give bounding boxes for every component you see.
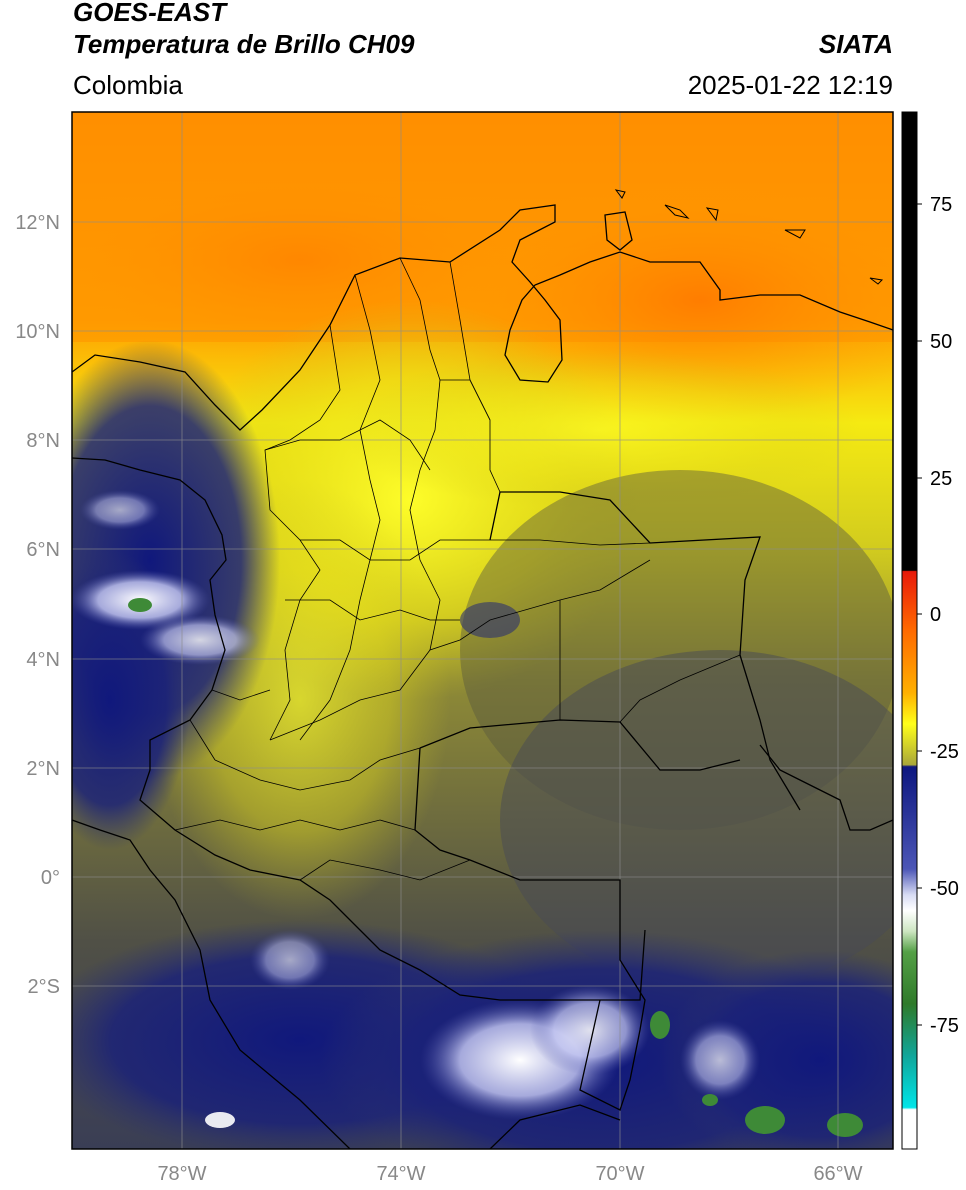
brand-label: SIATA	[818, 29, 893, 59]
datetime-label: 2025-01-22 12:19	[687, 70, 893, 100]
lat-label: 6°N	[26, 539, 60, 561]
lon-label: 70°W	[595, 1163, 644, 1185]
lon-label: 74°W	[376, 1163, 425, 1185]
lat-label: 12°N	[15, 212, 60, 234]
colorbar-tick-label: 75	[930, 194, 952, 216]
department-boundaries	[174, 257, 741, 881]
lat-label: 2°N	[26, 758, 60, 780]
colorbar-ramp	[901, 111, 918, 1150]
map-frame	[71, 111, 894, 1150]
colorbar-tick-label: -75	[930, 1015, 959, 1037]
lat-label: 0°	[41, 867, 60, 889]
lon-label: 66°W	[813, 1163, 862, 1185]
longitude-axis: 78°W 74°W 70°W 66°W	[157, 1163, 862, 1185]
region-label: Colombia	[73, 70, 183, 100]
lon-label: 78°W	[157, 1163, 206, 1185]
lat-label: 4°N	[26, 649, 60, 671]
colorbar: 75 50 25 0 -25 -50 -75	[901, 111, 959, 1150]
lat-label: 8°N	[26, 430, 60, 452]
lat-label: 2°S	[28, 976, 60, 998]
product-variable-title: Temperatura de Brillo CH09	[73, 29, 415, 59]
colorbar-tick-label: 50	[930, 331, 952, 353]
product-satellite-title: GOES-EAST	[73, 0, 227, 27]
brightness-temperature-field	[72, 112, 893, 1149]
caribbean-islands	[614, 189, 884, 285]
colorbar-tick-label: 25	[930, 468, 952, 490]
colorbar-tick-label: -50	[930, 878, 959, 900]
latitude-axis: 12°N 10°N 8°N 6°N 4°N 2°N 0° 2°S	[15, 212, 60, 998]
graticule	[72, 112, 893, 1149]
coastlines	[72, 204, 893, 1149]
lat-label: 10°N	[15, 321, 60, 343]
colorbar-tick-label: -25	[930, 741, 959, 763]
colorbar-tick-label: 0	[930, 604, 941, 626]
